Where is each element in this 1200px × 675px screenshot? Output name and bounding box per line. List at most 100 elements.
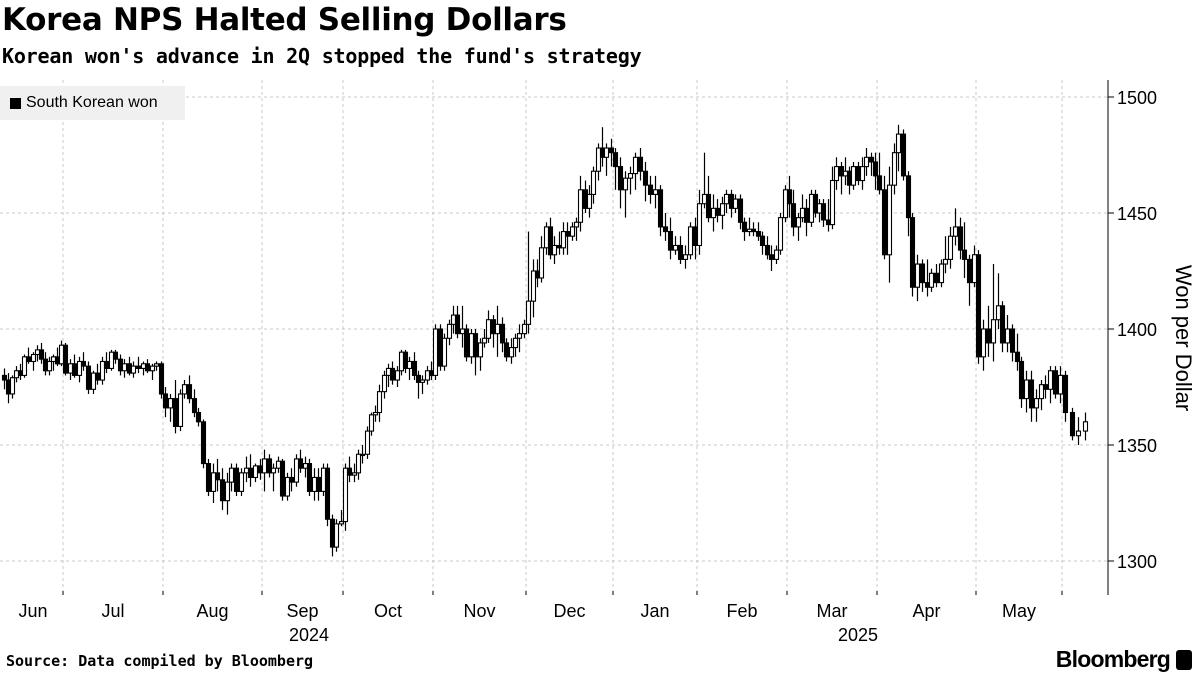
- candle-down: [582, 189, 589, 209]
- candle-down: [257, 465, 264, 474]
- candle-up: [530, 270, 537, 302]
- y-tick-label: 1450: [1117, 204, 1157, 224]
- candle-up: [293, 458, 300, 483]
- candle-down: [637, 156, 644, 172]
- chart-subtitle: Korean won's advance in 2Q stopped the f…: [2, 44, 642, 68]
- candle-down: [1042, 384, 1049, 390]
- candle-up: [432, 328, 439, 376]
- candle-down: [247, 467, 254, 479]
- candle-down: [564, 231, 571, 237]
- candle-down: [415, 374, 422, 383]
- candle-up: [551, 244, 558, 256]
- candle-up: [687, 226, 694, 256]
- candle-up: [302, 463, 309, 469]
- candle-up: [450, 314, 457, 325]
- candle-down: [855, 166, 862, 182]
- candle-up: [228, 467, 235, 483]
- candle-up: [833, 166, 840, 182]
- candle-down: [755, 231, 762, 237]
- candle-up: [842, 170, 849, 177]
- candle-up: [710, 207, 717, 219]
- candle-up: [1075, 430, 1082, 437]
- candle-up: [446, 323, 453, 339]
- candle-up: [782, 189, 789, 219]
- candle-up: [995, 305, 1002, 321]
- candle-up: [1047, 370, 1054, 390]
- candle-up: [859, 166, 866, 182]
- y-tick-label: 1300: [1117, 552, 1157, 572]
- candle-down: [85, 365, 92, 390]
- candle-down: [428, 370, 435, 376]
- candle-up: [701, 193, 708, 205]
- logo-text: Bloomberg: [1055, 646, 1171, 672]
- y-axis-label: Won per Dollar: [1171, 264, 1196, 412]
- candle-up: [481, 337, 488, 344]
- candle-up: [261, 458, 268, 474]
- candle-down: [612, 152, 619, 168]
- candle-up: [238, 472, 245, 492]
- candle-down: [803, 207, 810, 223]
- candle-down: [162, 393, 169, 409]
- candle-down: [985, 328, 992, 344]
- candle-up: [130, 365, 137, 374]
- candle-up: [224, 481, 231, 502]
- candle-up: [538, 247, 545, 279]
- candle-up: [99, 360, 106, 381]
- candle-up: [76, 360, 83, 376]
- x-year-label: 2025: [838, 625, 878, 645]
- candle-down: [172, 398, 179, 427]
- candle-up: [58, 344, 65, 365]
- candle-down: [728, 193, 735, 209]
- candle-up: [275, 460, 282, 469]
- candle-down: [219, 479, 226, 502]
- candle-down: [266, 458, 273, 474]
- candle-down: [975, 254, 982, 358]
- candle-down: [135, 365, 142, 369]
- candle-up: [406, 360, 413, 369]
- candle-up: [284, 476, 291, 497]
- candle-down: [389, 367, 396, 381]
- candle-down: [868, 156, 875, 163]
- candle-down: [306, 463, 313, 492]
- candle-up: [816, 203, 823, 214]
- candle-up: [829, 179, 836, 226]
- candle-up: [1023, 379, 1030, 400]
- candle-down: [617, 166, 624, 191]
- candle-down: [919, 263, 926, 284]
- candle-down: [608, 147, 615, 154]
- candle-up: [521, 323, 528, 335]
- candle-down: [1052, 370, 1059, 395]
- candle-down: [1009, 328, 1016, 353]
- candle-down: [1062, 374, 1069, 414]
- candle-up: [569, 226, 576, 237]
- candle-down: [195, 411, 202, 423]
- candle-up: [424, 370, 431, 381]
- candle-down: [411, 360, 418, 376]
- candle-up: [682, 254, 689, 260]
- candle-up: [586, 193, 593, 209]
- candle-up: [419, 379, 426, 383]
- candle-up: [971, 254, 978, 284]
- candle-down: [838, 166, 845, 177]
- candle-up: [210, 472, 217, 492]
- candle-up: [364, 430, 371, 455]
- candle-down: [402, 351, 409, 369]
- candle-up: [732, 198, 739, 209]
- candle-up: [67, 363, 74, 374]
- candle-up: [577, 189, 584, 223]
- candle-down: [25, 356, 32, 363]
- candle-up: [799, 207, 806, 219]
- candle-up: [914, 263, 921, 288]
- candle-down: [905, 175, 912, 219]
- candle-up: [595, 147, 602, 172]
- candle-down: [233, 467, 240, 492]
- x-year-label: 2024: [289, 625, 329, 645]
- candle-up: [485, 319, 492, 339]
- candle-up: [622, 177, 629, 191]
- candle-down: [17, 370, 24, 376]
- y-tick-label: 1500: [1117, 88, 1157, 108]
- candle-up: [632, 156, 639, 175]
- x-month-label: Dec: [553, 601, 585, 621]
- candle-up: [696, 203, 703, 247]
- candle-up: [34, 349, 41, 356]
